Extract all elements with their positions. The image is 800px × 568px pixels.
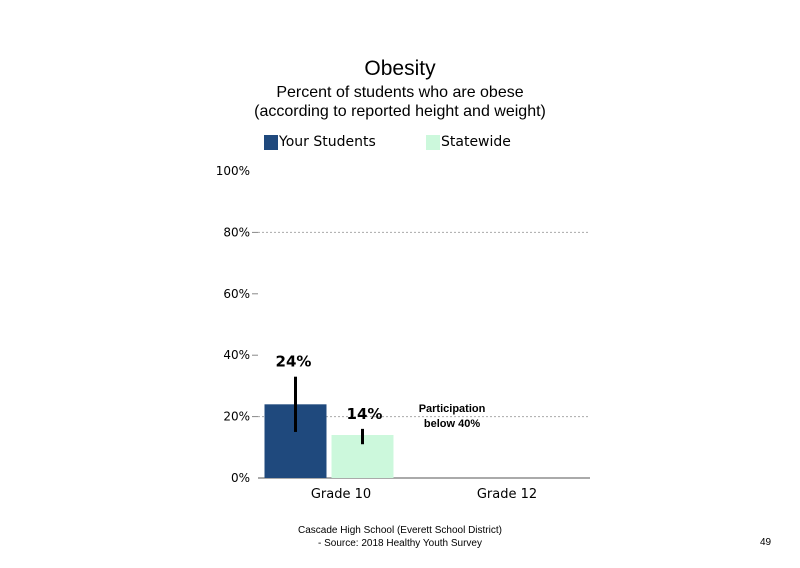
footer-line-2: - Source: 2018 Healthy Youth Survey: [318, 538, 482, 549]
y-tick-label: 0%: [231, 471, 250, 485]
y-tick-label: 80%: [223, 225, 250, 239]
y-tick-label: 60%: [223, 287, 250, 301]
data-label: 24%: [276, 353, 312, 371]
legend-item-your-students: Your Students: [264, 133, 376, 151]
y-tick-label: 40%: [223, 348, 250, 362]
legend-label-your-students: Your Students: [279, 134, 376, 150]
footer: Cascade High School (Everett School Dist…: [200, 524, 600, 550]
legend-label-statewide: Statewide: [441, 134, 511, 150]
subtitle-line-1: Percent of students who are obese: [276, 84, 524, 101]
footer-line-1: Cascade High School (Everett School Dist…: [298, 525, 502, 536]
legend-swatch-statewide: [426, 134, 440, 150]
legend-swatch-your-students: [264, 134, 278, 150]
chart-subtitle: Percent of students who are obese (accor…: [0, 83, 800, 121]
page-number: 49: [760, 537, 772, 548]
y-tick-label: 100%: [216, 164, 250, 178]
chart-title: Obesity: [364, 57, 436, 80]
data-label: 14%: [347, 405, 383, 423]
participation-note: below 40%: [424, 418, 480, 430]
y-tick-label: 20%: [223, 410, 250, 424]
x-tick-label: Grade 10: [311, 487, 371, 502]
x-tick-label: Grade 12: [477, 487, 537, 502]
legend-item-statewide: Statewide: [426, 133, 511, 151]
participation-note: Participation: [419, 403, 486, 415]
subtitle-line-2: (according to reported height and weight…: [254, 103, 546, 120]
